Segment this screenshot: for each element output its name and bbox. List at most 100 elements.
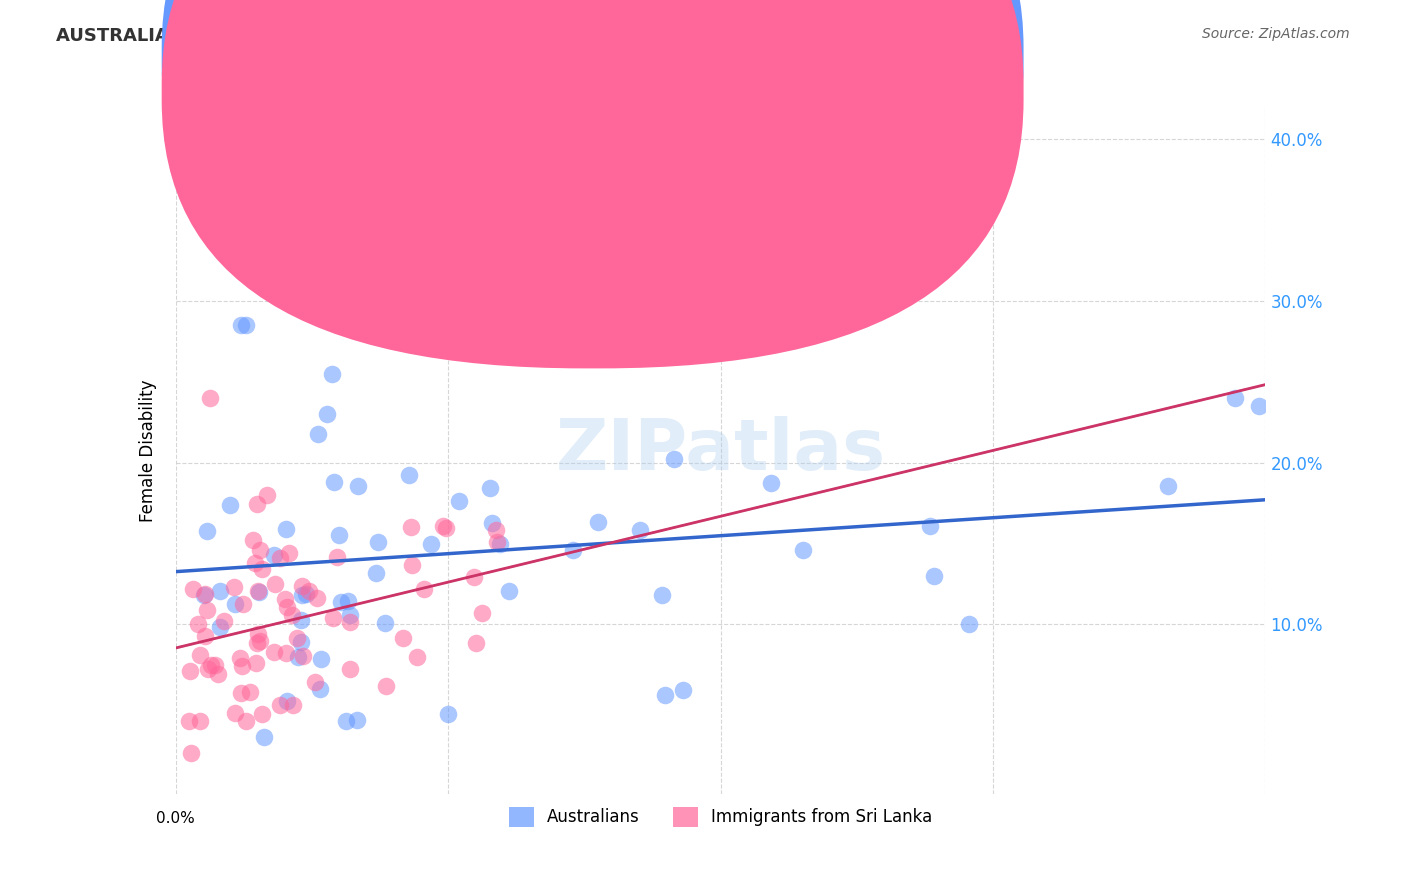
Text: AUSTRALIAN VS IMMIGRANTS FROM SRI LANKA FEMALE DISABILITY CORRELATION CHART: AUSTRALIAN VS IMMIGRANTS FROM SRI LANKA … <box>56 27 960 45</box>
Text: 0.240: 0.240 <box>633 56 685 74</box>
Point <box>295 587 318 601</box>
Point <box>398 467 420 482</box>
Point <box>207 667 229 681</box>
Point <box>194 629 217 643</box>
Point <box>489 537 512 551</box>
Point <box>308 682 330 697</box>
Point <box>485 534 508 549</box>
Point <box>464 635 486 649</box>
Point <box>401 558 423 572</box>
Point <box>285 631 308 645</box>
Point <box>193 588 215 602</box>
Point <box>792 542 814 557</box>
Point <box>246 627 269 641</box>
Point <box>374 616 396 631</box>
Point <box>245 657 267 671</box>
Point <box>224 706 246 721</box>
Point <box>347 479 370 493</box>
Text: Source: ZipAtlas.com: Source: ZipAtlas.com <box>1202 27 1350 41</box>
Point <box>291 588 314 602</box>
Point <box>918 519 941 533</box>
Point <box>339 662 361 676</box>
Point <box>212 614 235 628</box>
Point <box>309 652 332 666</box>
Point <box>188 648 211 662</box>
Point <box>274 591 297 606</box>
Point <box>1223 391 1246 405</box>
Point <box>322 611 344 625</box>
Point <box>471 606 494 620</box>
Point <box>276 693 298 707</box>
Point <box>219 499 242 513</box>
Point <box>229 650 252 665</box>
Point <box>434 521 457 535</box>
Point <box>269 551 291 566</box>
Point <box>250 562 273 576</box>
Point <box>274 522 297 536</box>
Point <box>274 646 297 660</box>
Point <box>263 645 285 659</box>
Point <box>208 620 231 634</box>
Text: N =: N = <box>689 56 737 74</box>
Point <box>412 582 434 597</box>
Point <box>253 731 276 745</box>
Text: 0.216: 0.216 <box>633 92 685 110</box>
Point <box>957 617 980 632</box>
Point <box>229 318 252 333</box>
Point <box>1157 479 1180 493</box>
Point <box>588 515 610 529</box>
Point <box>224 580 246 594</box>
Point <box>335 714 357 728</box>
Point <box>195 524 218 538</box>
Point <box>498 584 520 599</box>
Point <box>481 516 503 530</box>
Text: 69: 69 <box>731 92 754 110</box>
Point <box>479 481 502 495</box>
Point <box>177 714 200 728</box>
Point <box>231 686 253 700</box>
Point <box>436 706 458 721</box>
Point <box>329 594 352 608</box>
Point <box>1247 399 1270 413</box>
Point <box>247 585 270 599</box>
Point <box>232 598 254 612</box>
Point <box>209 583 232 598</box>
Text: ZIPatlas: ZIPatlas <box>555 416 886 485</box>
Point <box>761 476 783 491</box>
Point <box>628 523 651 537</box>
Point <box>239 684 262 698</box>
Point <box>263 548 285 562</box>
Legend: Australians, Immigrants from Sri Lanka: Australians, Immigrants from Sri Lanka <box>502 800 939 834</box>
Point <box>366 566 388 581</box>
Point <box>180 747 202 761</box>
Point <box>290 634 312 648</box>
Point <box>281 698 304 712</box>
Point <box>231 658 253 673</box>
Point <box>432 519 454 533</box>
Point <box>250 706 273 721</box>
Point <box>246 497 269 511</box>
Point <box>463 570 485 584</box>
Point <box>339 615 361 629</box>
Point <box>924 569 946 583</box>
Point <box>179 665 201 679</box>
Point <box>243 556 266 570</box>
Text: R =: R = <box>598 92 634 110</box>
Point <box>367 535 389 549</box>
Point <box>561 542 583 557</box>
Point <box>316 407 339 421</box>
Point <box>200 657 222 672</box>
Point <box>198 391 221 405</box>
Text: N =: N = <box>689 92 737 110</box>
Point <box>290 613 312 627</box>
Point <box>328 528 350 542</box>
Point <box>485 523 508 537</box>
Point <box>247 584 270 599</box>
Point <box>269 698 291 712</box>
Point <box>264 577 287 591</box>
Point <box>276 600 298 615</box>
Point <box>654 688 676 702</box>
Point <box>278 546 301 560</box>
Point <box>246 636 269 650</box>
Point <box>346 714 368 728</box>
